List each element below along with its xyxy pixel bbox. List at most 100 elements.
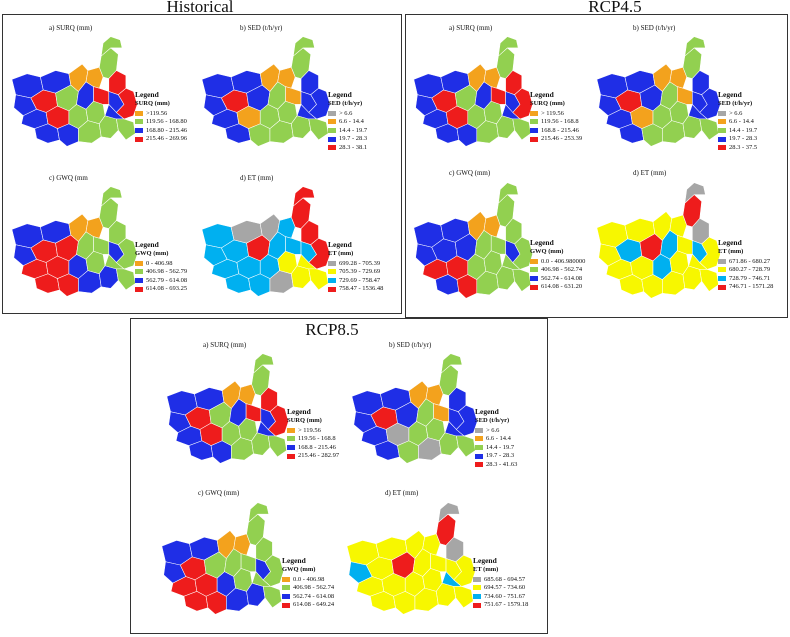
subbasin-23 [262,586,282,609]
map-legend: Legend SED (t/h/yr) > 6.6 6.6 - 14.4 14.4 - … [718,90,757,152]
map-legend: Legend SURQ (mm) >119.56 119.56 - 168.80 168… [135,90,188,143]
map-rcp45-sed: b) SED (t/h/yr) Legend SED (t/h/yr) > 6.6 6.… [595,18,787,163]
map-historical-surq: a) SURQ (mm) Legend SURQ (mm) >119.56 119.56… [10,18,205,163]
legend-label: 19.7 - 28.3 [339,135,368,143]
map-legend: Legend GWQ (mm) 0 - 406.98 406.98 - 562.79 5… [135,240,187,293]
subbasin-16 [490,235,506,255]
legend-swatch [473,602,481,608]
legend-entry: 215.46 - 269.96 [135,135,187,143]
subbasin-24 [456,404,478,437]
legend-swatch [530,276,538,282]
panel-frame-rcp85 [130,318,548,634]
legend-entry: 729.69 - 758.47 [328,277,383,285]
subbasin-23 [453,586,474,609]
legend-entry: 14.4 - 19.7 [475,444,517,452]
map-label: c) GWQ (mm [49,174,88,182]
map-legend: Legend ET (mm) 685.68 - 694.57 694.57 - 734… [473,556,528,609]
legend-entry: >119.56 [135,110,187,118]
legend-entry: 758.47 - 1536.48 [328,285,383,293]
legend-entry: 406.98 - 562.79 [135,268,187,276]
legend-variable: SURQ (mm) [135,99,170,107]
watershed-map [413,36,533,147]
watershed-map [201,186,331,297]
subbasin-23 [699,118,719,141]
legend-label: 28.3 - 38.1 [339,144,368,152]
subbasin-19 [498,182,519,204]
subbasin-16 [490,86,506,105]
legend-label: 614.08 - 631.20 [541,283,583,291]
subbasin-19 [100,186,123,207]
legend-entry: 6.6 - 14.4 [475,435,517,443]
legend-entry: > 119.56 [530,110,582,118]
legend-label: 168.80 - 215.46 [146,126,188,134]
legend-variable: SED (t/h/yr) [718,99,753,107]
legend-label: 751.67 - 1579.18 [484,601,529,609]
subbasin-19 [440,353,463,374]
watershed-map [346,502,476,615]
legend-entry: > 6.6 [328,110,367,118]
subbasin-19 [292,186,315,207]
subbasin-19 [498,36,519,57]
map-historical-et: d) ET (mm) Legend ET (mm) 699.28 - 705.39 70… [200,168,400,313]
map-label: c) GWQ (mm) [449,169,491,177]
legend-entry: 215.46 - 282.97 [287,452,339,460]
subbasin-16 [240,553,257,572]
subbasin-24 [453,554,476,587]
legend-swatch [718,284,726,290]
map-historical-sed: b) SED (t/h/yr) Legend SED (t/h/yr) > 6.6 6.… [200,18,400,163]
legend-swatch [475,462,483,468]
legend-title: Legend [282,556,306,565]
watershed-map [596,36,721,147]
legend-entry: 680.27 - 728.79 [718,266,773,274]
legend-swatch [718,145,726,151]
legend-variable: SURQ (mm) [287,416,322,424]
legend-label: 746.71 - 1571.28 [729,283,774,291]
legend-label: > 119.56 [298,426,321,434]
legend-swatch [282,594,290,600]
map-label: a) SURQ (mm) [203,341,247,349]
legend-entry: 562.74 - 614.08 [282,593,334,601]
legend-swatch [135,260,143,266]
map-rcp85-et: d) ET (mm) Legend ET (mm) 685.68 - 694.57 69… [345,483,545,631]
legend-label: 758.47 - 1536.48 [339,285,384,293]
legend-title: Legend [135,240,159,249]
legend-swatch [135,136,143,142]
legend-swatch [328,278,336,284]
legend-swatch [530,284,538,290]
legend-label: 119.56 - 168.8 [298,435,336,443]
legend-entry: 751.67 - 1579.18 [473,601,528,609]
panel-frame-historical [2,14,402,314]
legend-swatch [135,278,143,284]
watershed-map [201,36,331,147]
legend-swatch [135,269,143,275]
legend-variable: SED (t/h/yr) [475,416,510,424]
legend-entry: > 119.56 [287,427,339,435]
map-label: d) ET (mm) [633,169,667,177]
subbasin-16 [245,403,262,422]
legend-entry: 14.4 - 19.7 [718,127,757,135]
legend-label: 14.4 - 19.7 [486,443,515,451]
legend-swatch [530,267,538,273]
legend-entry: 215.46 - 253.39 [530,135,582,143]
legend-swatch [135,286,143,292]
legend-swatch [282,576,290,582]
legend-swatch [530,119,538,125]
legend-label: 562.74 - 614.08 [541,274,583,282]
map-legend: Legend ET (mm) 699.28 - 705.39 705.39 - 729… [328,240,383,293]
subbasin-24 [267,404,289,437]
watershed-map [11,186,138,297]
legend-swatch [135,119,143,125]
subbasin-19 [292,36,315,57]
legend-swatch [287,445,295,451]
legend-label: 14.4 - 19.7 [339,126,368,134]
subbasin-16 [677,235,693,255]
legend-swatch [718,128,726,134]
legend-title: Legend [718,90,742,99]
legend-swatch [328,260,336,266]
legend-variable: SURQ (mm) [530,99,565,107]
legend-entry: 119.56 - 168.8 [530,118,582,126]
subbasin-16 [430,553,447,572]
map-label: d) ET (mm) [385,489,419,497]
legend-label: 705.39 - 729.69 [339,268,381,276]
legend-label: 28.3 - 41.63 [486,461,518,469]
